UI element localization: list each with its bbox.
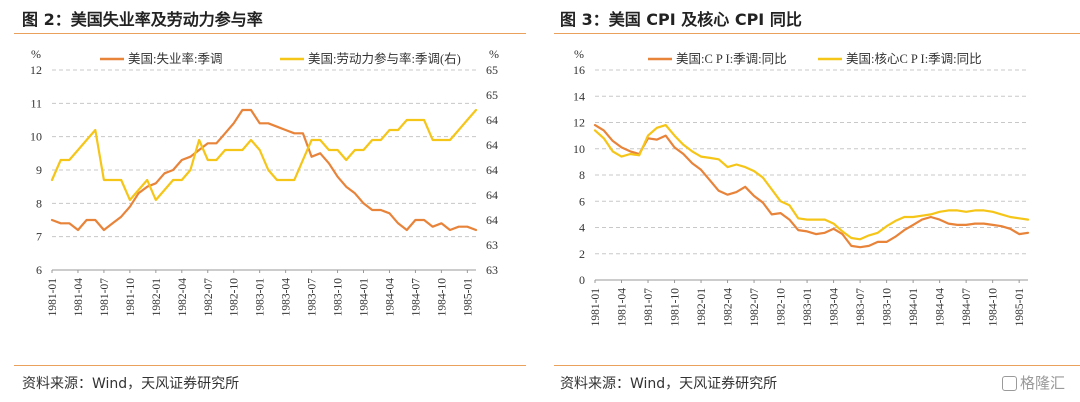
y-tick-label: 6 [36,263,42,277]
chart-title: 图 2：美国失业率及劳动力参与率 [22,10,263,29]
x-tick-label: 1985-01 [1014,288,1026,327]
cpi-chart: 0 2 4 6 8 10 12 14 16% 1981-01 1981-04 1981-07 1981-… [573,47,1030,327]
y-tick-label: 9 [36,163,42,177]
title-rule [14,33,526,34]
x-tick-label: 1981-01 [47,278,59,317]
x-tick-label: 1985-01 [462,278,474,317]
unemployment-participation-chart: 6 7 8 9 10 11 12% 63 63 64 64 64 64 64 65 65% 1981-01 198… [30,47,499,317]
x-tick-label: 1983-10 [882,288,894,327]
x-tick-label: 1983-10 [333,278,345,317]
y-right-tick-label: 63 [486,263,498,277]
y-tick-label: 2 [579,247,585,261]
y-tick-label: 8 [36,196,42,210]
y-tick-label: 14 [573,89,585,103]
series-line [593,123,1030,249]
x-tick-label: 1984-01 [359,278,371,317]
unemployment-participation-panel: 图 2：美国失业率及劳动力参与率 6 7 8 9 10 11 12% 63 63 64 64 64 64… [0,0,528,402]
watermark-text: 格隆汇 [1020,374,1066,392]
y-tick-label: 12 [573,116,585,130]
y-tick-label: 12 [30,63,42,77]
title-rule [554,33,1080,34]
y-right-tick-label: 65 [486,88,498,102]
y-right-tick-label: 64 [486,213,498,227]
y-tick-label: 7 [36,230,42,244]
x-tick-label: 1983-04 [281,278,293,317]
source-note: 资料来源：Wind，天风证券研究所 [560,376,778,392]
legend-label: 美国:劳动力参与率:季调(右) [308,51,461,66]
watermark: 格隆汇 [1002,372,1065,393]
x-tick-label: 1982-10 [229,278,241,317]
y-right-tick-label: 64 [486,113,498,127]
y-right-tick-label: 63 [486,238,498,252]
y-right-tick-label: 64 [486,188,498,202]
x-tick-label: 1981-04 [73,278,85,317]
x-tick-label: 1982-04 [177,278,189,317]
y-axis-unit: % [31,47,41,61]
series-line [50,108,478,202]
x-tick-label: 1981-01 [590,288,602,327]
x-tick-label: 1982-07 [749,288,761,327]
x-tick-label: 1982-01 [151,278,163,317]
series-line [593,123,1030,241]
x-tick-label: 1983-01 [802,288,814,327]
x-tick-label: 1981-07 [99,278,111,317]
cpi-panel: 图 3：美国 CPI 及核心 CPI 同比 0 2 4 6 8 10 12 14 16% 1981… [548,0,1080,402]
y-tick-label: 6 [579,194,585,208]
legend-label: 美国:C P I:季调:同比 [676,52,787,66]
legend-label: 美国:核心C P I:季调:同比 [846,52,982,66]
source-rule [14,365,526,366]
x-tick-label: 1982-01 [696,288,708,327]
y-tick-label: 8 [579,168,585,182]
x-tick-label: 1981-04 [617,288,629,327]
x-tick-label: 1984-04 [384,278,396,317]
source-rule [554,365,1080,366]
x-tick-label: 1984-04 [935,288,947,327]
x-tick-label: 1981-07 [643,288,655,327]
x-tick-label: 1982-10 [776,288,788,327]
y-tick-label: 16 [573,63,585,77]
x-tick-label: 1983-07 [307,278,319,317]
x-tick-label: 1984-10 [436,278,448,317]
y-tick-label: 4 [579,221,585,235]
x-tick-label: 1984-01 [908,288,920,327]
x-tick-label: 1984-07 [961,288,973,327]
source-note: 资料来源：Wind，天风证券研究所 [22,376,240,392]
y-right-tick-label: 64 [486,163,498,177]
x-tick-label: 1983-01 [255,278,267,317]
legend-label: 美国:失业率:季调 [128,51,222,66]
x-tick-label: 1984-10 [988,288,1000,327]
x-tick-label: 1982-07 [203,278,215,317]
y-tick-label: 10 [30,130,42,144]
y-right-tick-label: 65 [486,63,498,77]
y-tick-label: 0 [579,273,585,287]
y-tick-label: 10 [573,142,585,156]
watermark-logo-icon [1002,376,1017,391]
y-right-axis-unit: % [489,47,499,61]
y-right-tick-label: 64 [486,138,498,152]
series-line [50,108,478,232]
chart-title: 图 3：美国 CPI 及核心 CPI 同比 [560,10,802,29]
x-tick-label: 1981-10 [125,278,137,317]
x-tick-label: 1981-10 [670,288,682,327]
x-tick-label: 1984-07 [410,278,422,317]
x-tick-label: 1982-04 [723,288,735,327]
x-tick-label: 1983-04 [829,288,841,327]
y-axis-unit: % [574,47,584,61]
x-tick-label: 1983-07 [855,288,867,327]
y-tick-label: 11 [30,96,42,110]
